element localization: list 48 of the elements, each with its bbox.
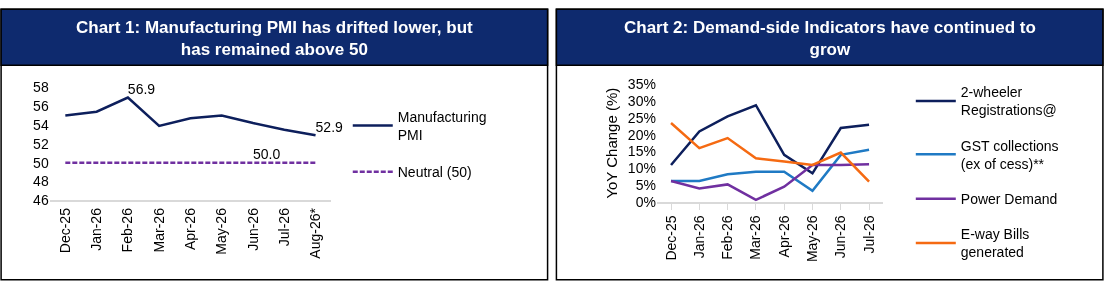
chart-title: Chart 2: Demand-side Indicators have continued to grow	[624, 18, 1036, 60]
y-tick-label: 25%	[627, 109, 656, 126]
y-tick-label: 5%	[635, 176, 656, 193]
data-label: 56.9	[127, 81, 156, 98]
x-tick-label: May-26	[213, 207, 230, 255]
legend-label: 2-wheeler Registrations@	[960, 84, 1057, 119]
x-tick-label: Aug-26*	[307, 207, 324, 259]
x-tick-label: Jan-26	[690, 215, 707, 259]
y-tick-label: 0%	[635, 193, 656, 210]
x-tick-label: Dec-25	[662, 215, 679, 261]
data-label: 52.9	[315, 118, 344, 135]
line-series	[669, 163, 871, 202]
y-tick-label: 48	[33, 173, 49, 190]
y-tick-label: 15%	[627, 143, 656, 160]
y-tick-label: 35%	[627, 76, 656, 93]
x-tick-label: Jun-26	[244, 207, 261, 251]
legend-label: Manufacturing PMI	[397, 108, 487, 144]
chart-title: Chart 1: Manufacturing PMI has drifted lower, but has remained above 50	[76, 18, 474, 60]
x-tick-label: Jul-26	[275, 207, 292, 247]
x-tick-label: Dec-25	[56, 207, 73, 254]
y-axis-title: YoY Change (%)	[603, 87, 621, 199]
x-tick-label: Jul-26	[860, 215, 877, 254]
data-label: 50.0	[253, 146, 281, 163]
y-tick-label: 56	[33, 97, 49, 114]
legend-label: GST collections (ex of cess)**	[960, 137, 1059, 172]
y-tick-label: 46	[33, 192, 49, 209]
x-tick-label: Mar-26	[150, 207, 167, 253]
x-tick-label: Apr-26	[775, 215, 792, 258]
y-tick-label: 20%	[627, 126, 656, 143]
y-tick-label: 30%	[627, 93, 656, 110]
y-tick-label: 58	[33, 79, 49, 96]
x-tick-label: Apr-26	[181, 207, 198, 251]
x-tick-label: Feb-26	[119, 207, 136, 253]
y-tick-label: 52	[33, 135, 49, 152]
x-tick-label: Feb-26	[719, 215, 736, 260]
legend-label: Neutral (50)	[397, 164, 472, 181]
line-series	[669, 121, 871, 183]
legend-label: E-way Bills generated	[960, 226, 1030, 261]
y-tick-label: 50	[33, 154, 49, 171]
legend-label: Power Demand	[960, 191, 1058, 208]
x-tick-label: May-26	[804, 215, 821, 263]
x-tick-label: Jun-26	[832, 215, 849, 259]
x-tick-label: Mar-26	[747, 215, 764, 260]
x-tick-label: Jan-26	[88, 207, 105, 251]
line-series	[669, 103, 871, 175]
line-series	[64, 96, 317, 137]
y-tick-label: 54	[33, 116, 49, 133]
y-tick-label: 10%	[627, 160, 656, 177]
